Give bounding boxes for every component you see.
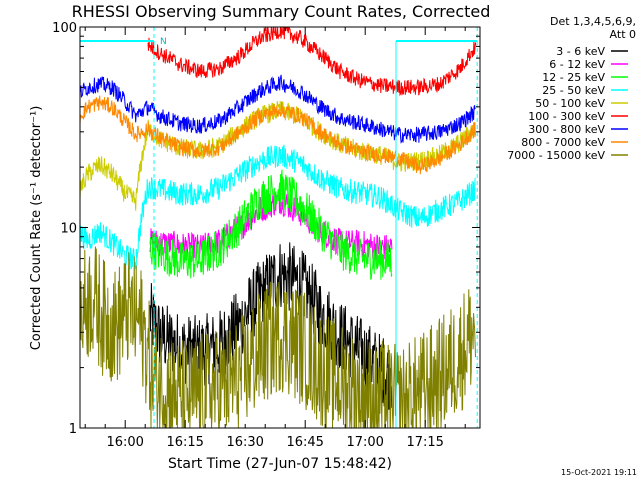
series-line-100-300-kev — [147, 27, 477, 97]
x-tick-label: 17:00 — [346, 435, 383, 450]
legend-entry: 300 - 800 keV — [528, 123, 628, 136]
legend-label: 7000 - 15000 keV — [507, 149, 605, 162]
legend-entry: 50 - 100 keV — [535, 97, 628, 110]
x-axis: 16:00 16:15 16:30 16:45 17:00 17:15 — [84, 27, 466, 450]
legend-label: 25 - 50 keV — [542, 84, 605, 97]
x-axis-label: Start Time (27-Jun-07 15:48:42) — [168, 456, 392, 472]
x-tick-label: 16:30 — [226, 435, 263, 450]
x-tick-label: 16:00 — [106, 435, 143, 450]
x-tick-label: 16:15 — [166, 435, 203, 450]
legend-header-line-1: Det 1,3,4,5,6,9, — [550, 15, 636, 28]
x-tick-label: 17:15 — [406, 435, 443, 450]
y-tick-label: 100 — [52, 21, 77, 36]
series-line-12-25-kev — [149, 169, 393, 281]
legend-label: 50 - 100 keV — [535, 97, 605, 110]
legend-entry: 25 - 50 keV — [542, 84, 628, 97]
y-axis: 100 10 1 — [52, 21, 480, 437]
series-line-300-800-kev — [80, 74, 476, 144]
legend-entry: 800 - 7000 keV — [521, 136, 628, 149]
legend-label: 100 - 300 keV — [528, 110, 605, 123]
legend-label: 6 - 12 keV — [549, 58, 605, 71]
series-line-7000-15000-kev — [80, 246, 476, 428]
series-line-800-7000-kev — [80, 95, 476, 175]
flag-label: N — [160, 37, 167, 47]
legend-entry: 3 - 6 keV — [556, 45, 628, 58]
legend-entry: 100 - 300 keV — [528, 110, 628, 123]
series-line-25-50-kev — [80, 144, 476, 271]
legend-entry: 7000 - 15000 keV — [507, 149, 628, 162]
y-tick-label: 1 — [69, 422, 77, 437]
footer-timestamp: 15-Oct-2021 19:11 — [561, 468, 637, 477]
plot-marks: N — [80, 27, 478, 428]
legend-label: 800 - 7000 keV — [521, 136, 605, 149]
legend-entry: 6 - 12 keV — [549, 58, 628, 71]
chart-title: RHESSI Observing Summary Count Rates, Co… — [72, 2, 491, 21]
legend-label: 12 - 25 keV — [542, 71, 605, 84]
legend-label: 300 - 800 keV — [528, 123, 605, 136]
y-axis-label: Corrected Count Rate (s⁻¹ detector⁻¹) — [29, 106, 44, 351]
x-tick-label: 16:45 — [286, 435, 323, 450]
y-tick-label: 10 — [60, 222, 77, 237]
legend-entry: 12 - 25 keV — [542, 71, 628, 84]
legend-header-line-2: Att 0 — [610, 28, 636, 41]
legend-label: 3 - 6 keV — [556, 45, 605, 58]
